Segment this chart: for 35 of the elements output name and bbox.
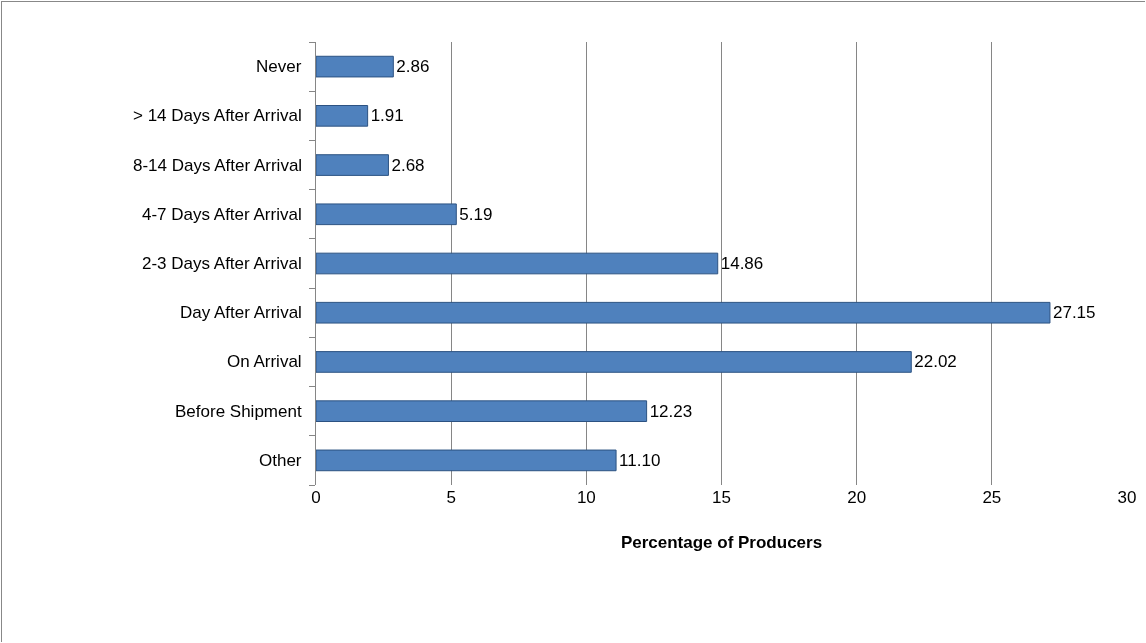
y-tick-label: Day After Arrival — [180, 303, 302, 322]
y-tick-label: 8-14 Days After Arrival — [133, 156, 303, 175]
data-label: 2.68 — [391, 155, 425, 175]
bar — [316, 252, 719, 275]
bar — [316, 154, 389, 176]
data-label: 27.15 — [1052, 303, 1096, 323]
y-tick-label: Other — [259, 451, 302, 470]
bar — [316, 301, 1051, 324]
data-label: 14.86 — [720, 254, 764, 273]
x-tick-label: 5 — [446, 488, 456, 507]
bar — [316, 55, 394, 78]
x-axis-title: Percentage of Producers — [620, 533, 823, 553]
data-label: 5.19 — [459, 204, 493, 224]
data-label: 12.23 — [649, 401, 693, 421]
x-tick-label: 0 — [311, 488, 321, 507]
x-tick-label: 25 — [982, 488, 1002, 507]
y-tick-label: Never — [256, 57, 302, 76]
data-label: 11.10 — [619, 450, 661, 470]
bar — [316, 351, 912, 373]
x-tick-label: 10 — [576, 488, 596, 507]
x-tick-label: 15 — [712, 488, 731, 507]
bar — [316, 449, 617, 472]
y-tick-label: 2-3 Days After Arrival — [142, 254, 302, 273]
y-tick-label: Before Shipment — [175, 402, 302, 421]
bar — [316, 105, 369, 127]
x-tick-label: 30 — [1117, 488, 1137, 507]
y-tick-label: On Arrival — [227, 352, 302, 371]
y-tick-label: 4-7 Days After Arrival — [142, 205, 302, 224]
data-label: 1.91 — [370, 106, 404, 126]
bar — [316, 203, 457, 226]
x-tick-label: 20 — [847, 488, 867, 507]
data-label: 2.86 — [396, 57, 430, 77]
bar — [316, 400, 648, 422]
data-label: 22.02 — [914, 352, 957, 372]
y-tick-label: > 14 Days After Arrival — [133, 106, 302, 125]
